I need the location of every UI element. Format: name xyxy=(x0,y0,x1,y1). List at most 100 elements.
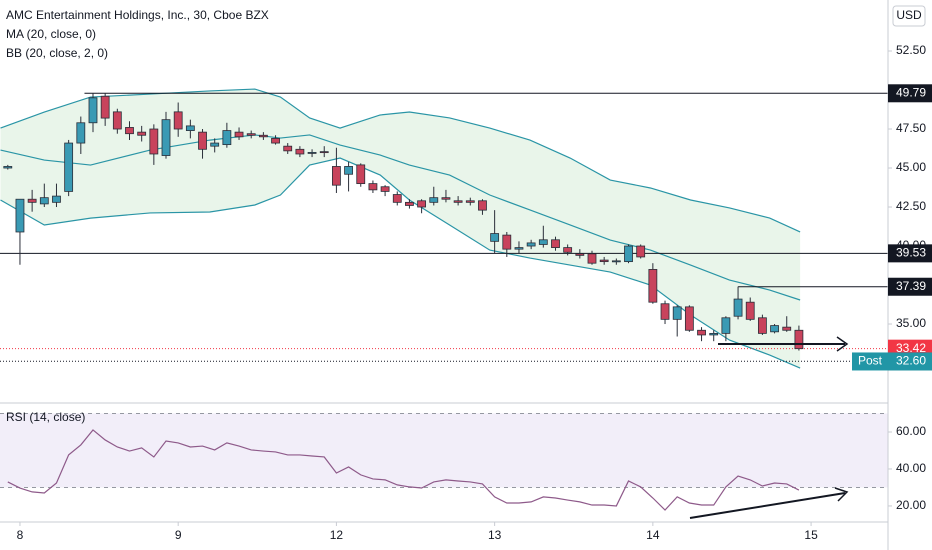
y-tick-label: 60.00 xyxy=(896,424,926,438)
candle-body xyxy=(709,332,719,336)
candle-body xyxy=(782,326,792,331)
candle-body xyxy=(198,131,207,150)
currency: USD xyxy=(896,8,922,22)
candle-body xyxy=(125,127,134,135)
candle-body xyxy=(733,298,743,317)
candle-body xyxy=(490,233,500,242)
y-tick-label: 20.00 xyxy=(896,498,926,512)
rsi-trend-arrow xyxy=(689,487,849,519)
y-tick-label: 40.00 xyxy=(896,461,926,475)
indicator-label: BB (20, close, 2, 0) xyxy=(6,46,108,60)
candle-body xyxy=(52,195,61,203)
candle-body xyxy=(526,242,536,247)
x-tick-label: 15 xyxy=(804,528,818,542)
candle-body xyxy=(392,194,402,203)
rsi-line xyxy=(7,429,800,511)
candle-body xyxy=(745,301,755,320)
post-box xyxy=(852,352,932,371)
level-label: 39.53 xyxy=(896,246,926,260)
candle-body xyxy=(39,197,49,205)
level-box xyxy=(888,244,932,263)
candle-body xyxy=(636,245,646,258)
candle-body xyxy=(161,119,171,156)
candle-body xyxy=(380,186,390,192)
y-tick-label: 35.00 xyxy=(896,316,926,330)
currency-box xyxy=(892,5,926,27)
candle-body xyxy=(210,142,220,147)
candle-body xyxy=(112,111,122,130)
candle-body xyxy=(575,253,585,256)
trend-arrow xyxy=(718,336,849,352)
candle-body xyxy=(672,306,682,320)
candle-body xyxy=(295,148,305,155)
candle-body xyxy=(307,152,317,154)
candle-body xyxy=(684,306,694,331)
candle-body xyxy=(624,245,633,263)
candle-body xyxy=(551,239,560,248)
candle-body xyxy=(514,247,524,250)
candle-body xyxy=(234,131,244,138)
candle-body xyxy=(15,198,25,233)
last-price-label: 33.42 xyxy=(896,341,926,355)
candle-body xyxy=(319,151,329,154)
level-label: 49.79 xyxy=(896,85,926,99)
candle-body xyxy=(246,133,256,136)
x-tick-label: 8 xyxy=(17,528,24,542)
level-label: 37.39 xyxy=(896,279,926,293)
y-tick-label: 52.50 xyxy=(896,43,926,57)
candle-body xyxy=(344,166,353,175)
x-tick-label: 14 xyxy=(646,528,660,542)
candle-body xyxy=(648,269,658,303)
candle-body xyxy=(258,134,268,138)
candle-body xyxy=(429,197,439,203)
candle-body xyxy=(271,137,280,144)
candle-body xyxy=(283,145,293,152)
arrow-head xyxy=(834,487,849,502)
candle-body xyxy=(27,198,37,203)
candle-body xyxy=(441,197,451,200)
candle-body xyxy=(76,122,86,144)
indicator-label: MA (20, close, 0) xyxy=(6,27,96,41)
level-box xyxy=(888,84,932,103)
candle-body xyxy=(222,130,232,146)
candle-body xyxy=(502,234,512,250)
candle-body xyxy=(185,125,195,131)
candle-body xyxy=(356,164,366,185)
candle-body xyxy=(88,97,98,124)
candle-body xyxy=(611,260,621,263)
candle-body xyxy=(660,303,670,320)
post-label: 32.60 xyxy=(896,354,926,368)
legend-backdrop xyxy=(0,4,290,62)
candle-body xyxy=(757,317,767,334)
candle-body xyxy=(64,142,74,192)
candle-body xyxy=(587,253,597,264)
candle-body xyxy=(405,201,414,206)
chart-title: AMC Entertainment Holdings, Inc., 30, Cb… xyxy=(6,8,269,22)
y-tick-label: 42.50 xyxy=(896,199,926,213)
candle-body xyxy=(538,239,548,245)
candle-body xyxy=(417,200,427,208)
arrow-shaft xyxy=(689,492,846,519)
candle-body xyxy=(453,200,463,203)
candle-body xyxy=(100,95,110,119)
candle-body xyxy=(599,259,609,263)
candle-body xyxy=(465,200,475,203)
band-fill xyxy=(0,89,801,369)
candle-body xyxy=(149,128,159,155)
candle-body xyxy=(721,317,731,334)
level-box xyxy=(888,277,932,296)
candle-body xyxy=(478,200,487,211)
candle-body xyxy=(794,329,804,350)
rsi-band xyxy=(0,413,888,488)
rsi-title: RSI (14, close) xyxy=(6,410,85,424)
candle-body xyxy=(3,166,13,169)
candle-body xyxy=(770,325,779,333)
candle-body xyxy=(173,111,183,130)
candle-body xyxy=(368,183,378,191)
x-tick-label: 12 xyxy=(330,528,344,542)
candle-body xyxy=(332,166,341,186)
arrow-head xyxy=(836,336,849,352)
x-tick-label: 13 xyxy=(488,528,502,542)
